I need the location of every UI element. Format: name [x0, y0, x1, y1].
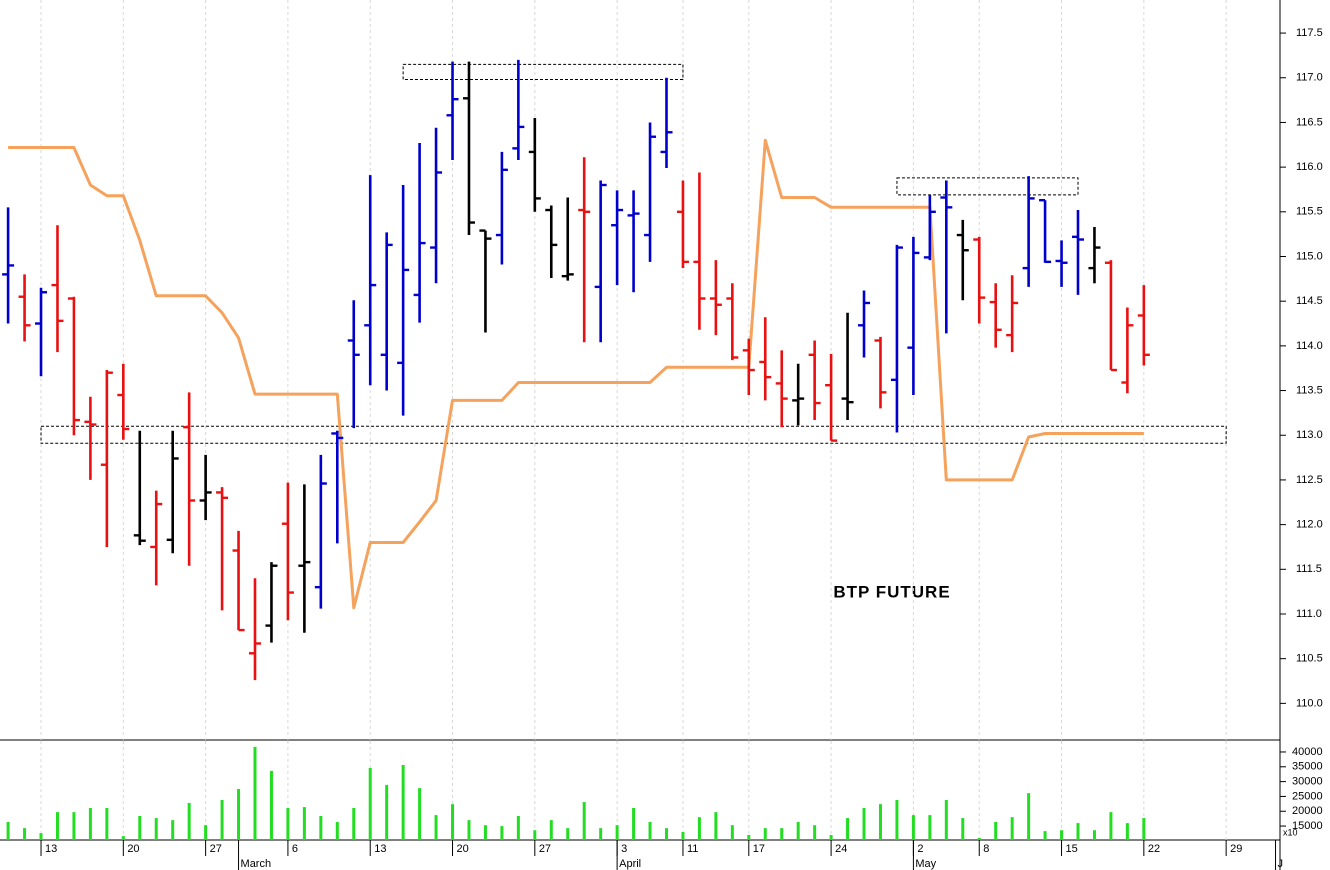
zone [896, 177, 1079, 196]
x-tick-label: 6 [292, 843, 298, 855]
x-tick-label: 17 [753, 843, 765, 855]
month-label: J [1278, 858, 1284, 870]
y-tick-label: 116.5 [1296, 116, 1323, 128]
x-tick-label: 13 [45, 843, 57, 855]
x-tick-label: 27 [539, 843, 551, 855]
y-tick-label: 112.0 [1296, 519, 1323, 531]
x-tick-label: 27 [210, 843, 222, 855]
month-label: April [619, 858, 641, 870]
x-tick-label: 22 [1148, 843, 1160, 855]
volume-tick-label: 35000 [1292, 761, 1323, 773]
x-tick-label: 2 [917, 843, 923, 855]
y-tick-label: 111.0 [1296, 608, 1322, 620]
zone [402, 63, 684, 81]
x-tick-label: 20 [457, 843, 469, 855]
y-tick-label: 112.5 [1296, 474, 1323, 486]
zone [40, 425, 1227, 444]
chart-title: BTP FUTURE [833, 582, 950, 601]
volume-tick-label: 15000 [1292, 820, 1323, 832]
y-tick-label: 110.0 [1296, 697, 1323, 709]
y-tick-label: 117.0 [1296, 72, 1323, 84]
month-label: March [241, 858, 272, 870]
x-tick-label: 8 [983, 843, 989, 855]
y-tick-label: 114.0 [1296, 340, 1323, 352]
y-tick-label: 113.0 [1296, 429, 1323, 441]
volume-tick-label: 30000 [1292, 776, 1323, 788]
x-tick-label: 13 [374, 843, 386, 855]
volume-tick-label: 40000 [1292, 746, 1323, 758]
month-label: May [915, 858, 936, 870]
y-tick-label: 115.5 [1296, 206, 1323, 218]
volume-unit: x10 [1283, 827, 1298, 837]
x-tick-label: 20 [127, 843, 139, 855]
x-tick-label: 11 [687, 843, 698, 855]
x-tick-label: 24 [835, 843, 847, 855]
y-tick-label: 110.5 [1296, 653, 1323, 665]
x-tick-label: 3 [621, 843, 627, 855]
volume-tick-label: 25000 [1292, 790, 1323, 802]
y-tick-label: 115.0 [1296, 250, 1323, 262]
y-tick-label: 111.5 [1296, 563, 1322, 575]
y-tick-label: 116.0 [1296, 161, 1323, 173]
x-tick-label: 15 [1066, 843, 1078, 855]
y-tick-label: 113.5 [1296, 384, 1323, 396]
volume-tick-label: 20000 [1292, 805, 1323, 817]
x-tick-label: 29 [1230, 843, 1242, 855]
y-tick-label: 114.5 [1296, 295, 1323, 307]
indicator-line [8, 138, 1144, 610]
y-tick-label: 117.5 [1296, 27, 1323, 39]
